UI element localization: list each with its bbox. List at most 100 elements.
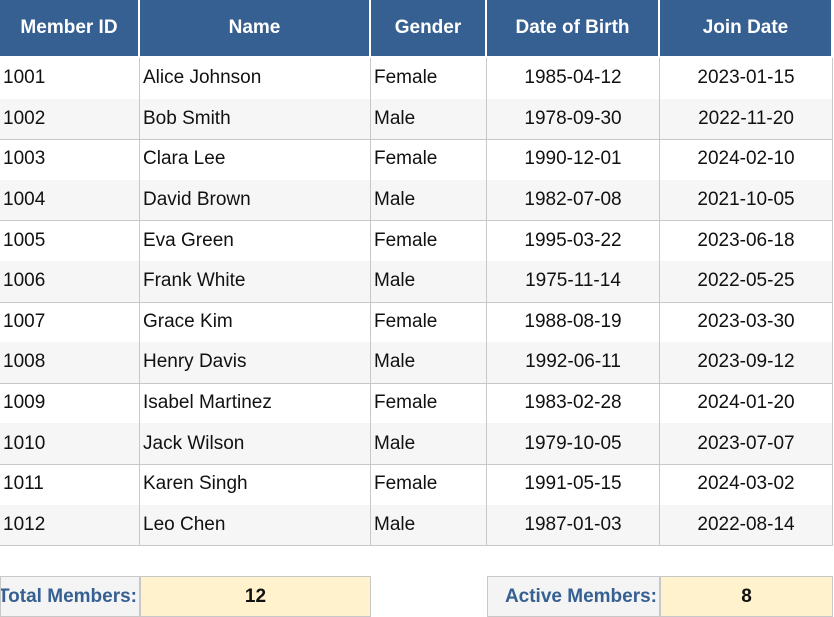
table-cell: 1004 bbox=[0, 179, 140, 222]
table-cell: 1006 bbox=[0, 261, 140, 303]
table-cell: Henry Davis bbox=[140, 342, 371, 384]
table-cell-text: 1005 bbox=[3, 229, 46, 251]
table-cell-text: 1990-12-01 bbox=[524, 148, 622, 170]
table-cell-text: 1001 bbox=[3, 67, 46, 89]
table-cell-text: 2023-09-12 bbox=[697, 351, 795, 373]
table-cell: 1012 bbox=[0, 504, 140, 547]
table-cell: Male bbox=[371, 342, 487, 384]
table-cell: 2022-08-14 bbox=[660, 504, 833, 547]
table-cell-text: Alice Johnson bbox=[143, 67, 262, 89]
table-cell-text: Female bbox=[374, 67, 438, 89]
header-cell-text: Join Date bbox=[702, 17, 789, 38]
table-cell: 2024-03-02 bbox=[660, 464, 833, 506]
table-cell: Eva Green bbox=[140, 220, 371, 262]
table-cell-text: 1010 bbox=[3, 432, 46, 454]
table-cell-text: 2024-03-02 bbox=[697, 473, 795, 495]
table-cell-text: Isabel Martinez bbox=[143, 392, 272, 414]
header-cell: Name bbox=[140, 0, 371, 58]
table-cell: 1003 bbox=[0, 139, 140, 181]
table-cell-text: 1985-04-12 bbox=[524, 67, 622, 89]
table-cell-text: 2023-07-07 bbox=[697, 432, 795, 454]
table-cell: 2024-01-20 bbox=[660, 382, 833, 425]
table-cell: Leo Chen bbox=[140, 504, 371, 547]
table-cell: 2023-09-12 bbox=[660, 342, 833, 384]
table-cell-text: 2024-02-10 bbox=[697, 148, 795, 170]
summary-label-text: Active Members: bbox=[504, 585, 657, 607]
table-cell-text: 1009 bbox=[3, 392, 46, 414]
table-cell-text: Eva Green bbox=[143, 229, 234, 251]
table-cell-text: David Brown bbox=[143, 189, 251, 211]
summary-label: Active Members: bbox=[487, 576, 660, 617]
table-cell-text: 1991-05-15 bbox=[524, 473, 622, 495]
header-cell-text: Gender bbox=[394, 17, 462, 38]
table-cell: 1009 bbox=[0, 382, 140, 425]
table-cell: 1988-08-19 bbox=[487, 301, 660, 344]
table-cell: Female bbox=[371, 301, 487, 344]
table-cell-text: Male bbox=[374, 432, 416, 454]
table-cell-text: 1011 bbox=[3, 473, 44, 495]
table-cell-text: Male bbox=[374, 270, 416, 292]
table-cell-text: 2022-05-25 bbox=[697, 270, 795, 292]
table-cell: 2023-07-07 bbox=[660, 423, 833, 465]
table-cell: 2023-01-15 bbox=[660, 58, 833, 100]
table-cell: Female bbox=[371, 464, 487, 506]
table-cell-text: Male bbox=[374, 189, 416, 211]
table-cell-text: 1975-11-14 bbox=[525, 270, 621, 292]
table-cell: 2024-02-10 bbox=[660, 139, 833, 181]
table-cell-text: Female bbox=[374, 229, 438, 251]
table-cell-text: 2023-03-30 bbox=[697, 310, 795, 332]
table-cell: Frank White bbox=[140, 261, 371, 303]
table-cell-text: Female bbox=[374, 473, 438, 495]
table-cell: Female bbox=[371, 382, 487, 425]
table-cell: Male bbox=[371, 504, 487, 547]
table-cell-text: 2021-10-05 bbox=[697, 189, 795, 211]
table-cell: 2022-05-25 bbox=[660, 261, 833, 303]
table-cell: 1995-03-22 bbox=[487, 220, 660, 262]
table-cell-text: Clara Lee bbox=[143, 148, 226, 170]
table-cell-text: 1982-07-08 bbox=[524, 189, 622, 211]
header-cell-text: Date of Birth bbox=[515, 17, 630, 38]
table-cell: Bob Smith bbox=[140, 98, 371, 141]
table-cell-text: Female bbox=[374, 310, 438, 332]
table-cell-text: 1983-02-28 bbox=[524, 392, 622, 414]
header-cell: Gender bbox=[371, 0, 487, 58]
table-cell-text: 1978-09-30 bbox=[524, 107, 622, 129]
table-cell: 1979-10-05 bbox=[487, 423, 660, 465]
table-cell-text: 1995-03-22 bbox=[524, 229, 622, 251]
table-cell: Grace Kim bbox=[140, 301, 371, 344]
header-cell-text: Name bbox=[228, 17, 281, 38]
table-cell-text: 1006 bbox=[3, 270, 46, 292]
table-cell: 1987-01-03 bbox=[487, 504, 660, 547]
table-cell: Karen Singh bbox=[140, 464, 371, 506]
table-cell: 2021-10-05 bbox=[660, 179, 833, 222]
table-cell: Male bbox=[371, 179, 487, 222]
table-cell: 1008 bbox=[0, 342, 140, 384]
summary-value: 8 bbox=[660, 576, 833, 617]
summary-label-text: Total Members: bbox=[0, 585, 137, 607]
table-cell-text: 2023-01-15 bbox=[697, 67, 795, 89]
table-cell-text: Henry Davis bbox=[143, 351, 247, 373]
header-cell: Join Date bbox=[660, 0, 833, 58]
table-cell-text: 1012 bbox=[3, 513, 46, 535]
table-cell-text: 1979-10-05 bbox=[524, 432, 622, 454]
table-cell-text: Female bbox=[374, 392, 438, 414]
table-cell-text: 2023-06-18 bbox=[697, 229, 795, 251]
header-cell: Date of Birth bbox=[487, 0, 660, 58]
table-cell: Female bbox=[371, 58, 487, 100]
table-cell: 1011 bbox=[0, 464, 140, 506]
table-cell-text: Leo Chen bbox=[143, 513, 226, 535]
table-cell: 1991-05-15 bbox=[487, 464, 660, 506]
table-cell: Male bbox=[371, 98, 487, 141]
table-cell-text: 2022-11-20 bbox=[698, 107, 794, 129]
table-cell: 2023-06-18 bbox=[660, 220, 833, 262]
summary-value-text: 8 bbox=[741, 585, 752, 607]
table-cell-text: Female bbox=[374, 148, 438, 170]
summary-label: Total Members: bbox=[0, 576, 140, 617]
table-cell: 1990-12-01 bbox=[487, 139, 660, 181]
table-cell-text: Frank White bbox=[143, 270, 246, 292]
table-cell-text: Karen Singh bbox=[143, 473, 248, 495]
table-cell: David Brown bbox=[140, 179, 371, 222]
table-cell: 1985-04-12 bbox=[487, 58, 660, 100]
table-cell-text: 1007 bbox=[3, 310, 46, 332]
